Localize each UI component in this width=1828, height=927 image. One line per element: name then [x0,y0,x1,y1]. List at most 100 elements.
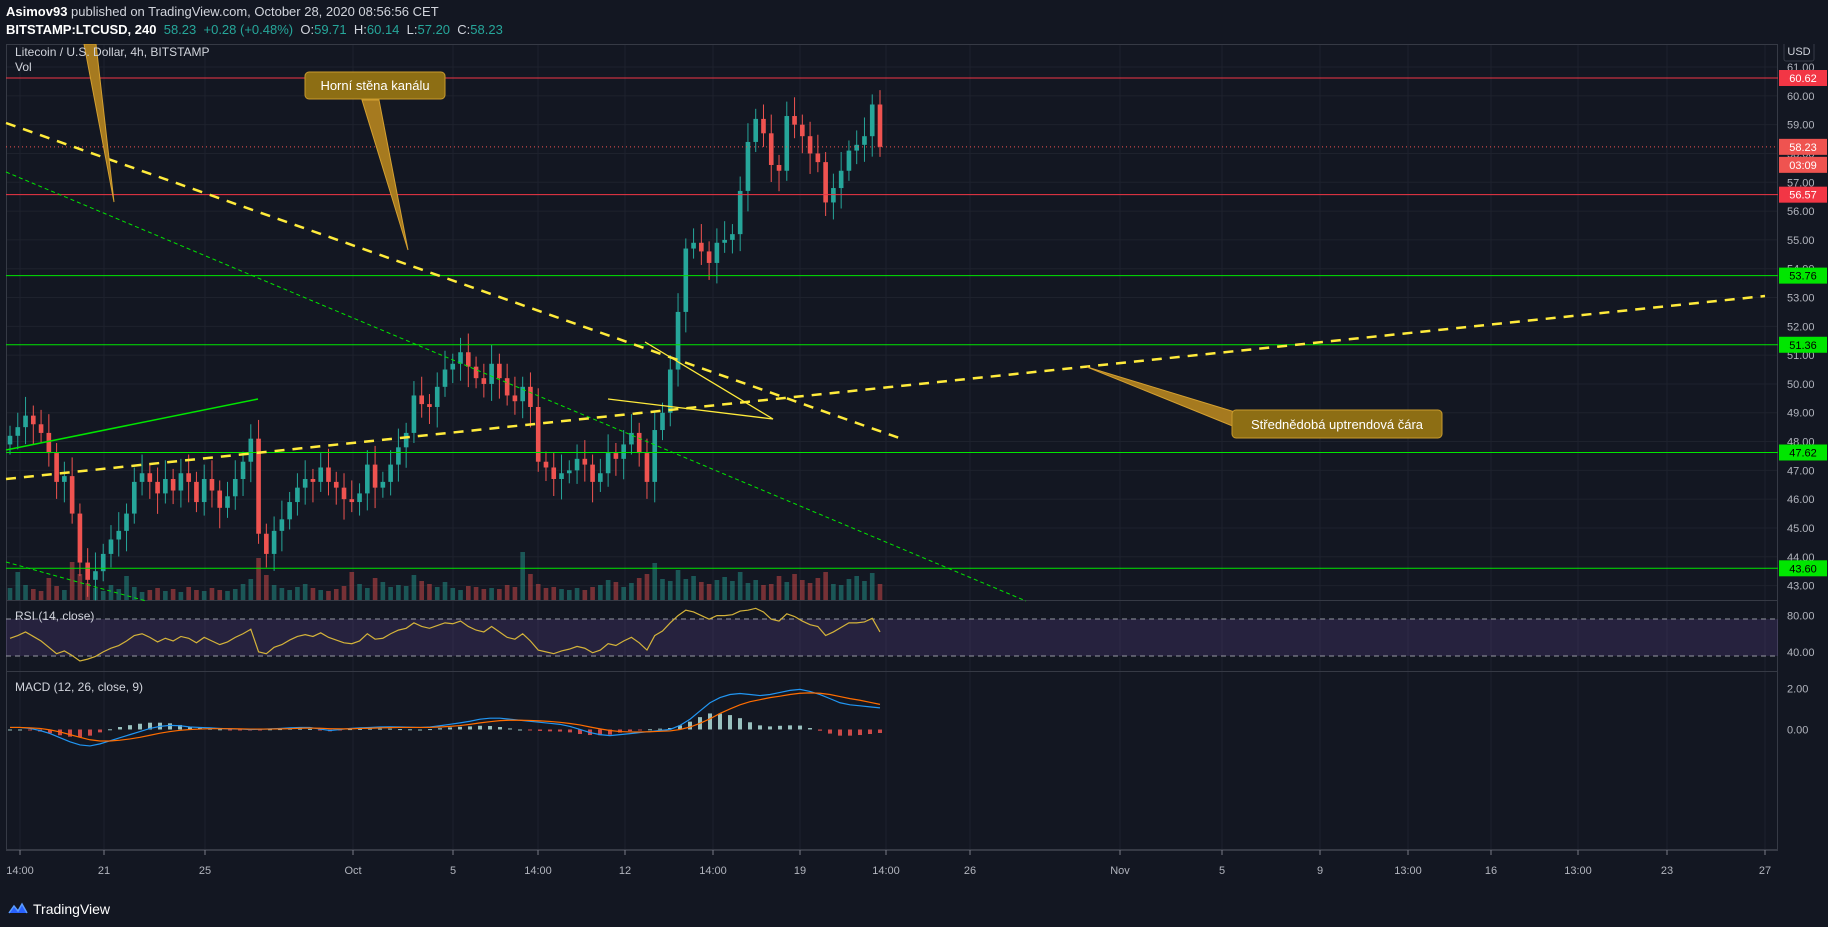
countdown-badge [1779,156,1827,173]
macd-histogram-bar [318,729,322,731]
time-tick-label: Nov [1110,865,1130,877]
volume-bar [528,574,533,600]
macd-histogram-bar [518,729,522,731]
support-level-badge [1779,336,1827,353]
candle-body [862,136,867,145]
callout-pointer-top [83,44,115,203]
time-tick-label: 27 [1759,865,1771,877]
volume-bar [745,583,751,600]
volume-bar [419,581,425,600]
tradingview-logo-icon[interactable] [7,901,29,917]
candle-body [644,453,650,482]
candle-body [23,415,28,428]
volume-bar [652,563,658,600]
macd-histogram-bar [388,728,392,730]
volume-bar [100,591,106,600]
candle-body [93,571,98,580]
candle-body [660,412,665,431]
volume-bar [108,585,114,600]
time-tick-label: 5 [450,865,456,877]
volume-bar [30,589,36,600]
macd-histogram-bar [688,721,692,730]
candle-body [667,369,673,413]
price-tick-label: 53.00 [1787,293,1815,305]
symbol-line: BITSTAMP:LTCUSD, 240 58.23 +0.28 (+0.48%… [6,22,503,37]
candle-body [349,499,355,503]
high-label: H: [353,22,367,37]
macd-histogram-bar [868,729,872,735]
chart-canvas[interactable]: Horní stěna kanálu Střednědobá uptrendov… [0,44,1828,894]
volume-bar [706,584,712,600]
price-tick-label: 60.00 [1787,91,1815,103]
price-tick-label: 49.00 [1787,408,1815,420]
signal-line [10,692,881,742]
author-name[interactable]: Asimov93 [6,4,68,19]
candle-body [225,496,230,508]
candle-body [7,435,13,445]
volume-bar [497,589,502,600]
volume-bar [225,591,230,600]
macd-histogram-bar [168,723,172,730]
volume-bar [458,590,463,600]
open-value: 59.71 [314,22,347,37]
candle-body [357,493,362,503]
volume-bar [178,592,184,600]
candle-body [675,311,681,370]
candle-body [481,378,487,384]
volume-bar [543,588,549,600]
macd-histogram-bar [458,726,462,730]
volume-bar [232,589,238,600]
volume-bar [302,584,308,600]
candle-body [792,116,797,125]
volume-bar [598,585,603,600]
candle-body [473,366,479,379]
macd-histogram-bar [408,729,412,731]
callout-box [1231,409,1443,439]
candle-body [302,479,308,488]
candle-body [163,479,168,494]
currency-box[interactable] [1783,44,1815,62]
candle-body [62,476,67,482]
footer-brand[interactable]: TradingView [33,901,111,917]
candle-body [621,444,626,459]
volume-bar [520,552,525,600]
volume-bar [77,574,83,600]
candle-body [504,378,510,396]
candle-body [598,473,603,482]
volume-bar [722,577,727,600]
volume-bar [730,581,735,600]
candle-body [559,473,564,480]
macd-histogram-bar [298,728,302,730]
macd-histogram-bar [128,725,132,730]
volume-bar [574,588,580,600]
candle-body [396,447,401,465]
volume-bar [807,583,813,600]
rsi-label: RSI (14, close) [15,609,94,623]
macd-histogram-bar [48,729,52,734]
candle-body [869,104,875,137]
trend-lines [5,121,1766,602]
volume-bar [155,588,160,600]
time-axis[interactable]: 14:00 21 25 Oct 5 14:00 12 14:00 19 14:00 26 Nov 5 9 1… [6,850,1771,877]
macd-histogram-bar [378,728,382,730]
candle-body [388,464,393,482]
macd-histogram-bar [838,729,842,736]
falling-trendline [5,121,906,442]
annotation-upper-wall[interactable]: Horní stěna kanálu [304,71,446,251]
volume-bar [621,587,626,600]
macd-histogram-bar [148,722,152,730]
volume-bar [23,585,28,600]
volume-bar [264,575,269,600]
low-label: L: [406,22,418,37]
volume-bar [411,575,417,600]
annotation-mid-uptrend[interactable]: Střednědobá uptrendová čára [1086,366,1443,439]
macd-histogram-bar [538,729,542,731]
symbol-label: BITSTAMP:LTCUSD, 240 [6,22,157,37]
macd-histogram-bar [488,725,492,730]
grid [6,44,1778,850]
candle-body [411,395,417,433]
support-level-badge [1779,560,1827,577]
macd-histogram-bar [598,729,602,736]
candle-body [846,150,852,171]
volume-bar [326,591,331,600]
